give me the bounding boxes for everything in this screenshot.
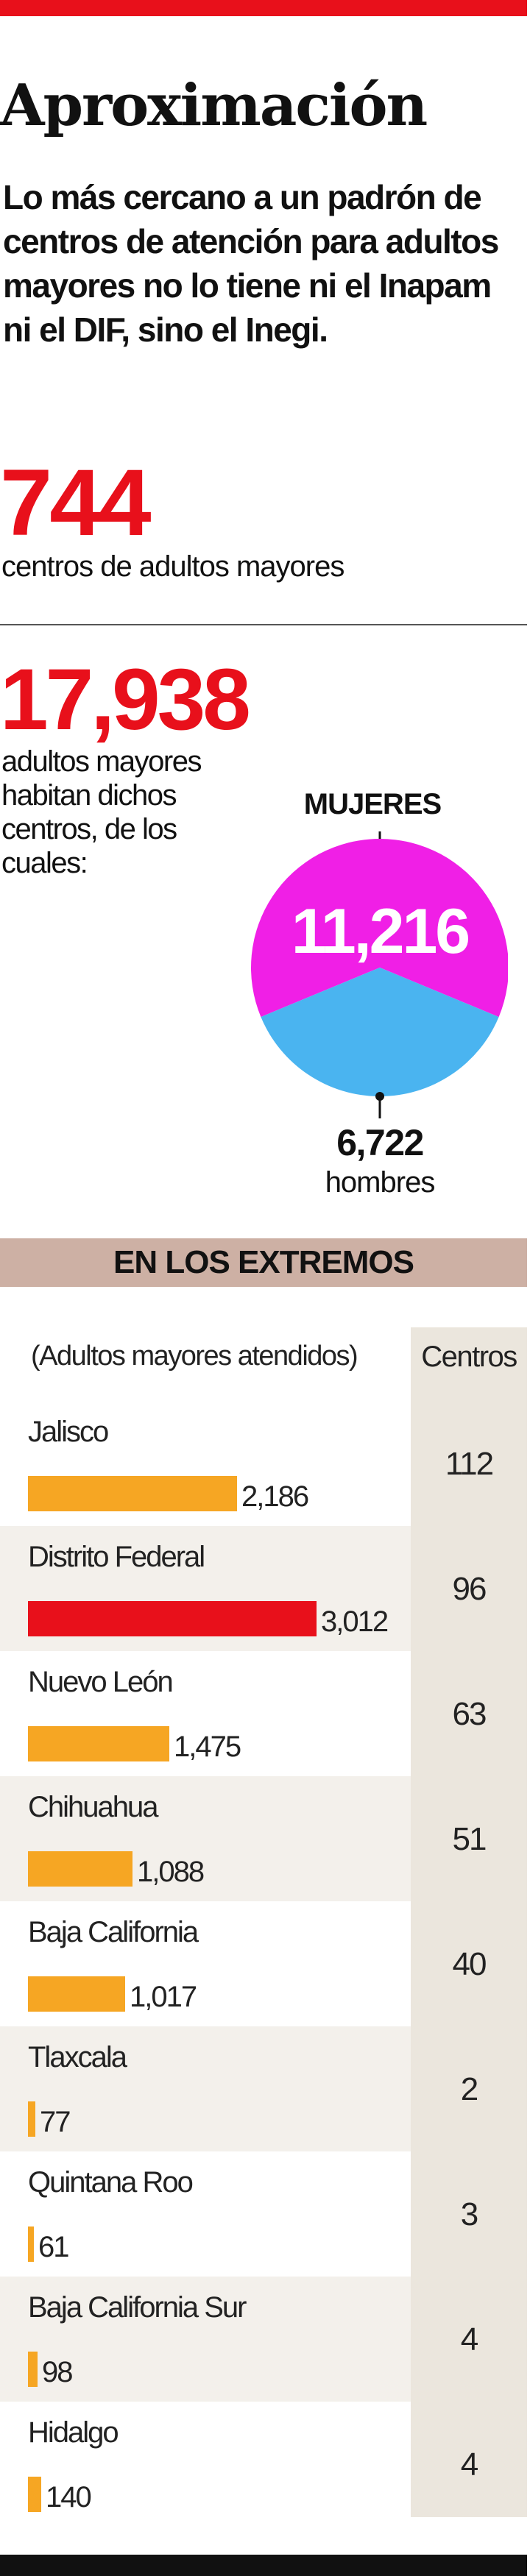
bar xyxy=(28,1851,132,1887)
centros-value: 96 xyxy=(452,1571,487,1607)
centros-value: 3 xyxy=(460,2196,478,2232)
intro-text: Lo más cercano a un padrón de centros de… xyxy=(3,178,499,349)
bar xyxy=(28,1976,125,2012)
state-name: Hidalgo xyxy=(28,2416,119,2449)
pie-slice-men xyxy=(261,968,499,1096)
table-row xyxy=(0,2151,411,2277)
bar-value-label: 61 xyxy=(38,2231,69,2263)
top-red-bar xyxy=(0,0,527,16)
centers-caption: centros de adultos mayores xyxy=(1,550,344,583)
centros-column xyxy=(411,1327,527,2517)
section-band xyxy=(0,1238,527,1287)
centros-header: Centros xyxy=(421,1341,517,1373)
bar-value-label: 77 xyxy=(40,2106,71,2138)
gender-pie-chart: MUJERES 11,216 6,722 hombres xyxy=(236,773,509,1199)
bottom-bar xyxy=(0,2555,527,2576)
bar-value-label: 1,475 xyxy=(174,1731,241,1763)
residents-count: 17,938 xyxy=(0,651,251,748)
state-name: Baja California Sur xyxy=(28,2291,247,2324)
state-name: Quintana Roo xyxy=(28,2166,194,2199)
bar xyxy=(28,2352,38,2387)
centros-value: 4 xyxy=(460,2447,478,2483)
state-name: Tlaxcala xyxy=(28,2041,127,2073)
centros-value: 112 xyxy=(445,1446,494,1482)
bar xyxy=(28,2477,41,2512)
pie-dot-bottom xyxy=(375,1092,384,1101)
pie-slice-women xyxy=(250,838,509,1018)
bar xyxy=(28,2226,34,2262)
pie-value-women: 11,216 xyxy=(292,896,468,967)
bar-value-label: 3,012 xyxy=(321,1605,389,1638)
page-title: Aproximación xyxy=(0,72,428,139)
bar xyxy=(28,2101,35,2137)
pie-label-men: hombres xyxy=(325,1166,435,1199)
pie-label-women: MUJERES xyxy=(304,788,442,820)
table-row xyxy=(0,2277,411,2402)
state-name: Distrito Federal xyxy=(28,1541,205,1573)
table-row xyxy=(0,2026,411,2151)
centros-value: 2 xyxy=(460,2071,478,2107)
state-name: Baja California xyxy=(28,1916,199,1948)
bar-value-label: 1,017 xyxy=(130,1981,197,2013)
bar-value-label: 98 xyxy=(42,2356,73,2388)
state-name: Jalisco xyxy=(28,1416,109,1448)
centros-value: 4 xyxy=(460,2321,478,2357)
table-row xyxy=(0,2402,411,2527)
pie-slices xyxy=(250,838,509,1096)
centros-value: 63 xyxy=(452,1696,487,1732)
divider-line xyxy=(0,624,527,625)
section-title: EN LOS EXTREMOS xyxy=(113,1244,414,1280)
pie-svg: MUJERES 11,216 6,722 hombres xyxy=(250,788,509,1199)
bar xyxy=(28,1476,237,1511)
bar-value-label: 2,186 xyxy=(241,1480,309,1513)
centers-count: 744 xyxy=(0,450,152,556)
bar-header: (Adultos mayores atendidos) xyxy=(31,1341,358,1372)
bar-value-label: 1,088 xyxy=(137,1856,205,1888)
pie-value-men: 6,722 xyxy=(336,1122,423,1163)
centros-value: 51 xyxy=(452,1821,487,1857)
state-name: Nuevo León xyxy=(28,1666,174,1698)
bar xyxy=(28,1601,317,1636)
state-name: Chihuahua xyxy=(28,1791,158,1823)
bar-value-label: 140 xyxy=(46,2481,92,2513)
bar xyxy=(28,1726,169,1761)
centros-value: 40 xyxy=(452,1946,487,1982)
residents-caption: adultos mayores habitan dichos centros, … xyxy=(1,745,202,879)
